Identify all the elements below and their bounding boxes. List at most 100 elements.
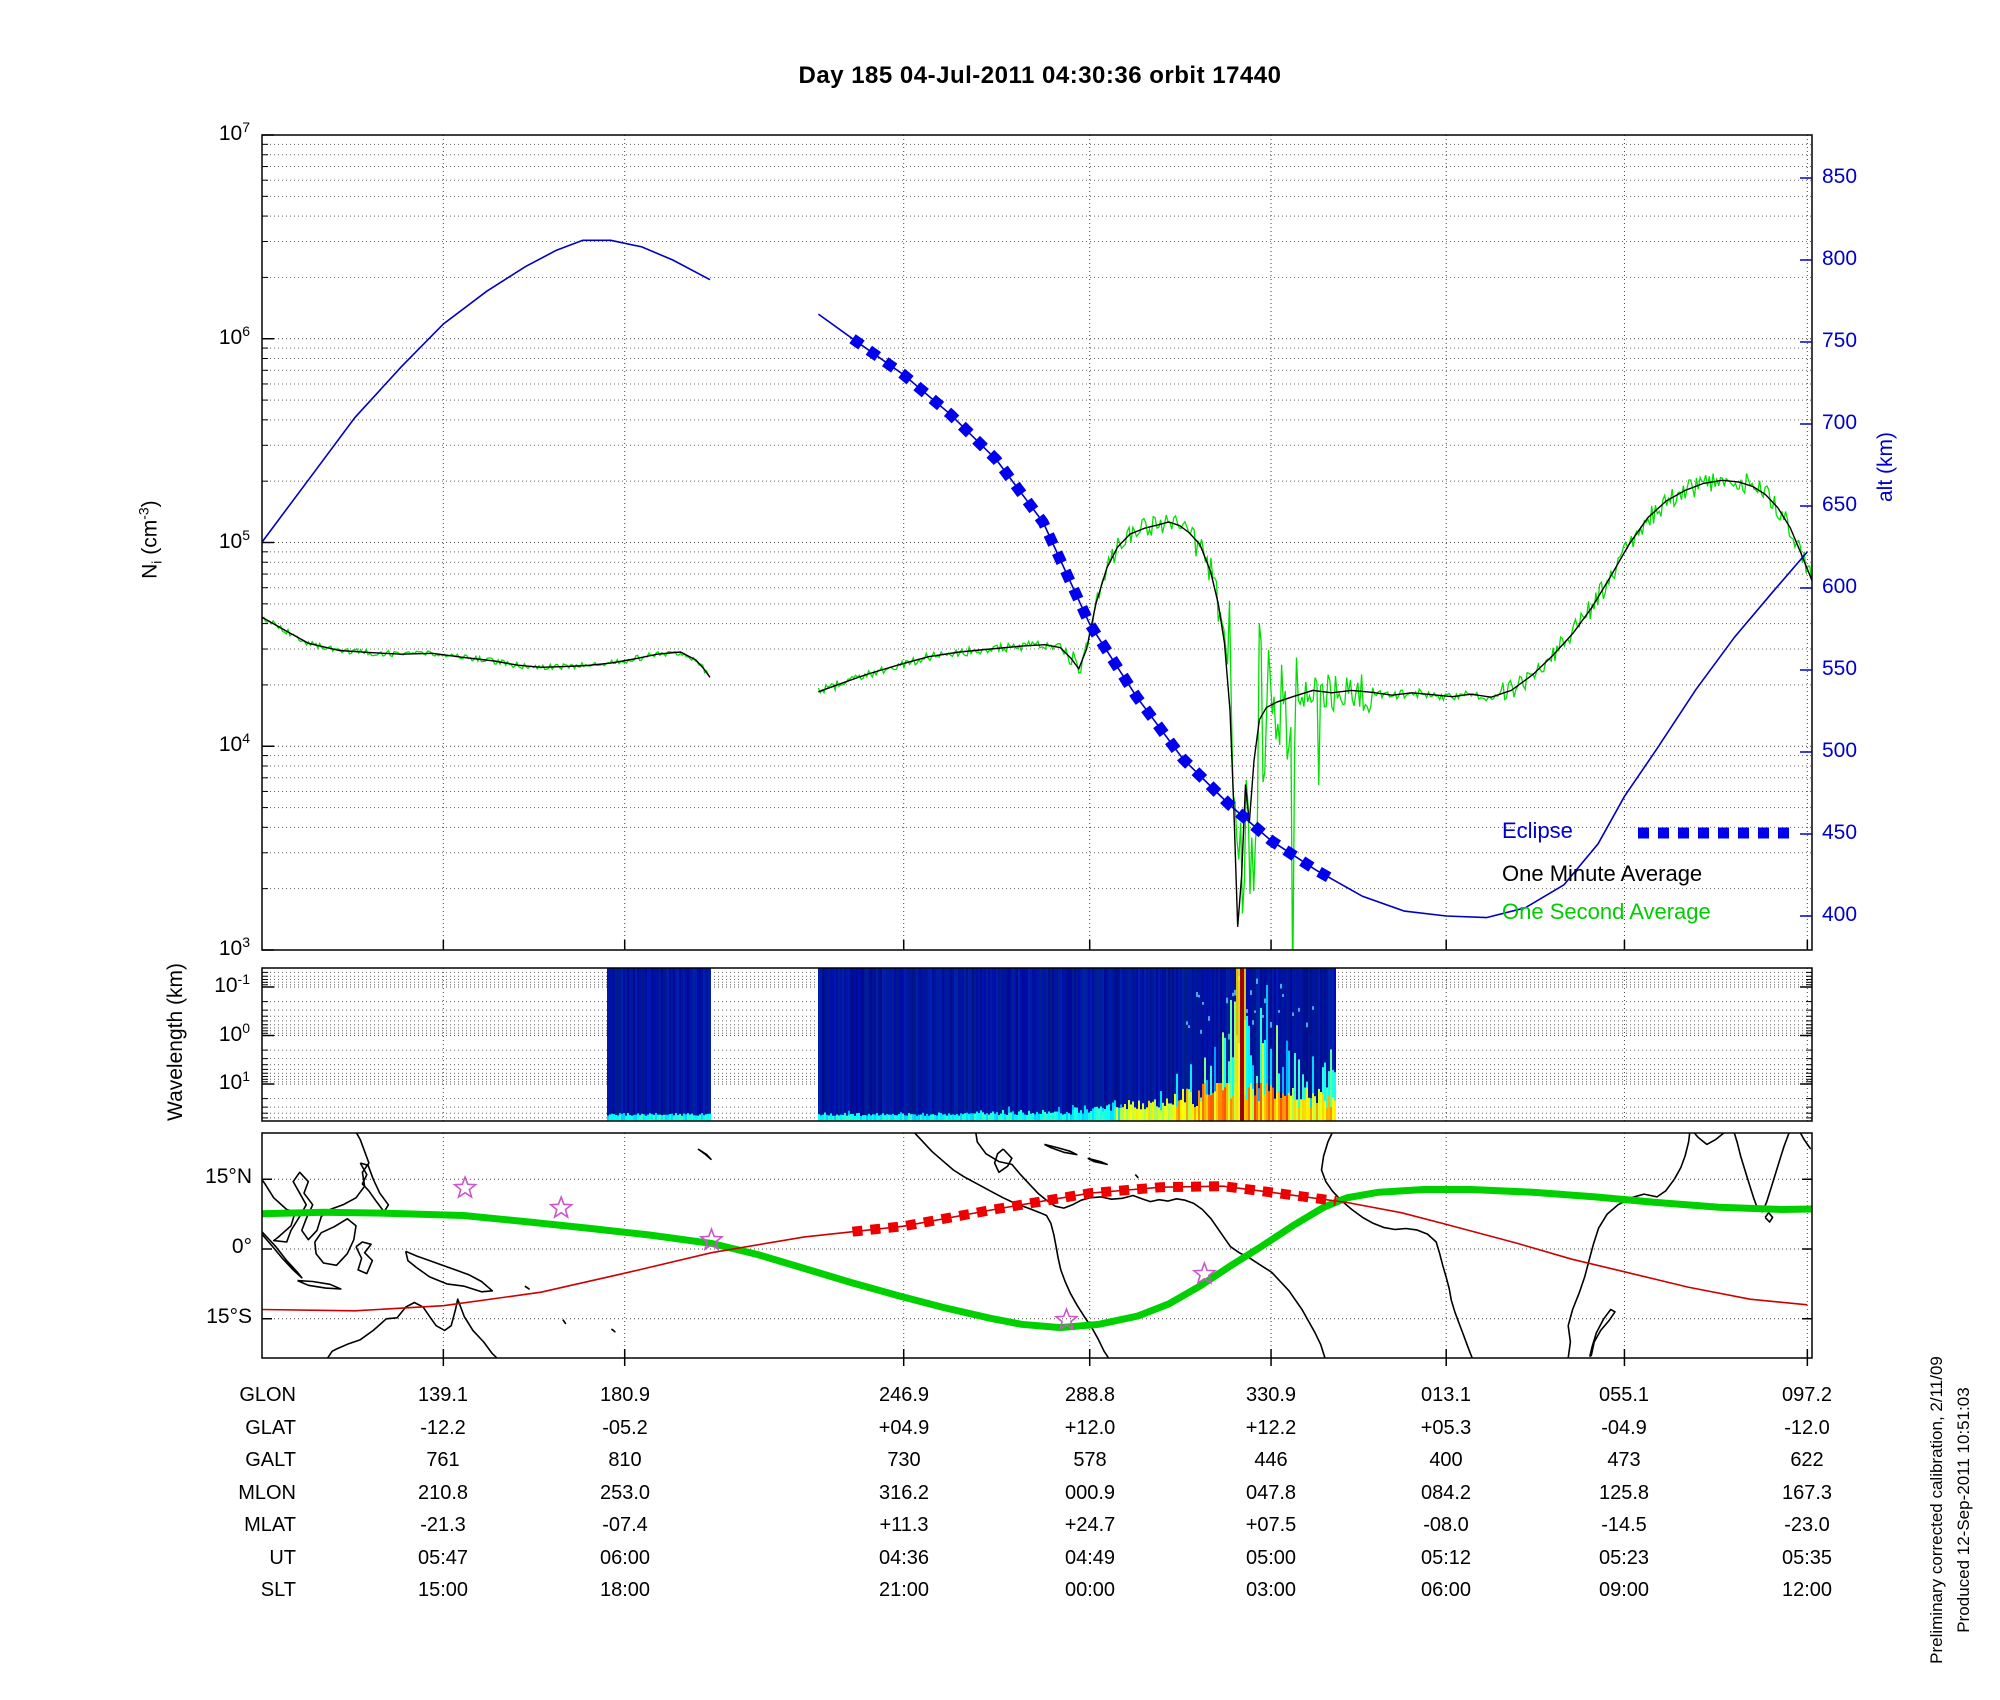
table-cell: +05.3 bbox=[1420, 1417, 1472, 1439]
table-cell: 253.0 bbox=[599, 1482, 651, 1504]
table-cell: 578 bbox=[1073, 1449, 1107, 1471]
table-cell: 761 bbox=[426, 1449, 460, 1471]
table-cell: 167.3 bbox=[1781, 1482, 1833, 1504]
table-row-label: MLON bbox=[238, 1482, 296, 1504]
table-cell: 084.2 bbox=[1420, 1482, 1472, 1504]
density-tick-label: 106 bbox=[218, 323, 250, 349]
table-cell: -14.5 bbox=[1601, 1514, 1647, 1536]
alt-tick-label: 850 bbox=[1822, 165, 1858, 188]
table-cell: +12.2 bbox=[1245, 1417, 1297, 1439]
table-cell: 21:00 bbox=[878, 1579, 930, 1601]
table-cell: 446 bbox=[1254, 1449, 1288, 1471]
table-cell: 05:00 bbox=[1245, 1547, 1297, 1569]
star-marker bbox=[698, 1226, 725, 1251]
density-tick-label: 107 bbox=[218, 119, 250, 145]
table-cell: +07.5 bbox=[1245, 1514, 1297, 1536]
wavelength-spectrogram-panel bbox=[261, 967, 1813, 1122]
map-lat-label: 15°S bbox=[206, 1305, 252, 1328]
legend-one-minute-label: One Minute Average bbox=[1502, 861, 1703, 886]
density-tick-label: 105 bbox=[218, 527, 250, 553]
table-cell: 000.9 bbox=[1064, 1482, 1116, 1504]
alt-tick-label: 800 bbox=[1822, 247, 1858, 270]
star-marker bbox=[1191, 1260, 1218, 1285]
table-cell: -12.0 bbox=[1784, 1417, 1830, 1439]
table-cell: 180.9 bbox=[599, 1384, 651, 1406]
table-cell: 09:00 bbox=[1598, 1579, 1650, 1601]
wavelength-tick-label: 10-1 bbox=[214, 971, 250, 997]
star-marker bbox=[1053, 1306, 1080, 1331]
table-cell: 05:23 bbox=[1598, 1547, 1650, 1569]
table-cell: 06:00 bbox=[599, 1547, 651, 1569]
alt-tick-label: 450 bbox=[1822, 821, 1858, 844]
table-cell: 125.8 bbox=[1598, 1482, 1650, 1504]
table-cell: -07.4 bbox=[602, 1514, 648, 1536]
table-cell: 05:35 bbox=[1781, 1547, 1833, 1569]
alt-tick-label: 400 bbox=[1822, 903, 1858, 926]
map-lat-label: 0° bbox=[231, 1235, 252, 1258]
map-lat-label: 15°N bbox=[205, 1165, 252, 1188]
table-cell: 316.2 bbox=[878, 1482, 930, 1504]
table-cell: 05:47 bbox=[417, 1547, 469, 1569]
spectrogram-data bbox=[607, 968, 1336, 1121]
alt-tick-label: 650 bbox=[1822, 493, 1858, 516]
table-cell: 05:12 bbox=[1420, 1547, 1472, 1569]
table-cell: 330.9 bbox=[1245, 1384, 1297, 1406]
table-cell: -21.3 bbox=[420, 1514, 466, 1536]
density-altitude-panel bbox=[261, 134, 1813, 951]
table-cell: 12:00 bbox=[1781, 1579, 1833, 1601]
star-marker bbox=[452, 1174, 478, 1199]
table-cell: 15:00 bbox=[417, 1579, 469, 1601]
alt-tick-label: 750 bbox=[1822, 329, 1858, 352]
legend-eclipse-label: Eclipse bbox=[1502, 818, 1573, 843]
wavelength-tick-label: 101 bbox=[218, 1068, 250, 1094]
table-cell: +12.0 bbox=[1064, 1417, 1116, 1439]
density-curves bbox=[262, 239, 1812, 950]
table-row-label: GALT bbox=[245, 1449, 296, 1471]
alt-tick-label: 700 bbox=[1822, 411, 1858, 434]
table-cell: -05.2 bbox=[602, 1417, 648, 1439]
table-cell: 810 bbox=[608, 1449, 642, 1471]
wavelength-tick-label: 100 bbox=[218, 1020, 250, 1046]
legend-one-second-label: One Second Average bbox=[1502, 899, 1711, 924]
map-content bbox=[262, 1133, 1812, 1358]
table-cell: 18:00 bbox=[599, 1579, 651, 1601]
alt-tick-label: 500 bbox=[1822, 739, 1858, 762]
ground-track-map-panel bbox=[261, 1132, 1813, 1366]
table-cell: +04.9 bbox=[878, 1417, 930, 1439]
table-cell: 400 bbox=[1429, 1449, 1463, 1471]
table-row-label: SLT bbox=[260, 1579, 296, 1601]
table-row-label: MLAT bbox=[244, 1514, 296, 1536]
table-cell: -23.0 bbox=[1784, 1514, 1830, 1536]
alt-tick-label: 600 bbox=[1822, 575, 1858, 598]
table-cell: 047.8 bbox=[1245, 1482, 1297, 1504]
page-title: Day 185 04-Jul-2011 04:30:36 orbit 17440 bbox=[798, 62, 1282, 89]
note-produced: Produced 12-Sep-2011 10:51:03 bbox=[1954, 1387, 1973, 1633]
table-cell: -08.0 bbox=[1423, 1514, 1469, 1536]
table-row-label: GLAT bbox=[245, 1417, 296, 1439]
table-cell: -12.2 bbox=[420, 1417, 466, 1439]
table-row-label: GLON bbox=[239, 1384, 296, 1406]
density-tick-label: 103 bbox=[218, 934, 250, 960]
table-cell: -04.9 bbox=[1601, 1417, 1647, 1439]
table-cell: 06:00 bbox=[1420, 1579, 1472, 1601]
star-marker bbox=[548, 1194, 574, 1219]
table-cell: 04:36 bbox=[878, 1547, 930, 1569]
table-cell: 730 bbox=[887, 1449, 921, 1471]
table-cell: 139.1 bbox=[417, 1384, 469, 1406]
table-cell: 097.2 bbox=[1781, 1384, 1833, 1406]
table-cell: 03:00 bbox=[1245, 1579, 1297, 1601]
table-cell: 210.8 bbox=[417, 1482, 469, 1504]
table-cell: 288.8 bbox=[1064, 1384, 1116, 1406]
table-cell: +24.7 bbox=[1064, 1514, 1116, 1536]
table-cell: 00:00 bbox=[1064, 1579, 1116, 1601]
table-cell: 04:49 bbox=[1064, 1547, 1116, 1569]
table-cell: 246.9 bbox=[878, 1384, 930, 1406]
table-cell: 622 bbox=[1790, 1449, 1824, 1471]
density-tick-label: 104 bbox=[218, 730, 250, 756]
table-cell: +11.3 bbox=[879, 1514, 929, 1536]
table-cell: 473 bbox=[1607, 1449, 1641, 1471]
table-cell: 055.1 bbox=[1598, 1384, 1650, 1406]
note-calibration: Preliminary corrected calibration, 2/11/… bbox=[1927, 1356, 1946, 1664]
